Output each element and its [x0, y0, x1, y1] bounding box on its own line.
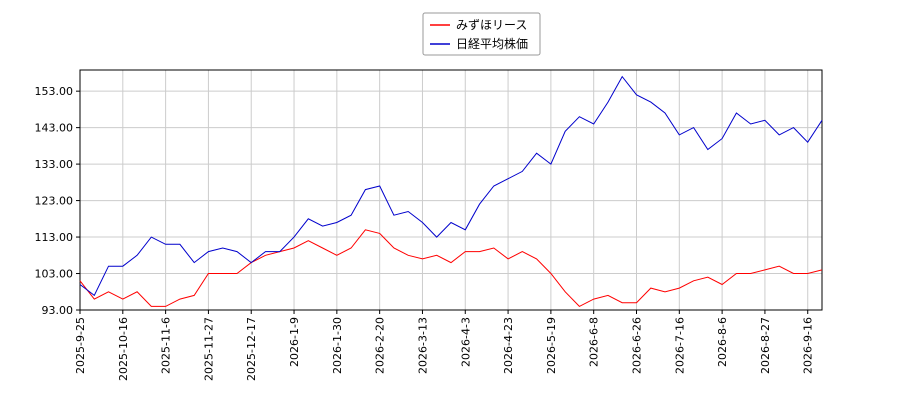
y-tick-label: 93.00 — [42, 304, 74, 317]
x-tick-label: 2026-9-16 — [802, 317, 815, 374]
x-tick-label: 2025-10-16 — [117, 317, 130, 381]
x-tick-label: 2026-8-27 — [759, 317, 772, 374]
plot-frame — [79, 69, 823, 311]
x-tick-label: 2026-6-26 — [631, 317, 644, 374]
legend-label: みずほリース — [456, 18, 527, 32]
y-tick-label: 153.00 — [35, 85, 74, 98]
legend-box — [422, 12, 541, 56]
x-tick-label: 2026-2-20 — [374, 317, 387, 374]
x-tick-label: 2025-9-25 — [74, 317, 87, 374]
x-tick-label: 2025-12-17 — [245, 317, 258, 381]
x-tick-label: 2026-1-9 — [288, 317, 301, 367]
x-tick-label: 2026-4-3 — [459, 317, 472, 367]
x-tick-label: 2026-1-30 — [331, 317, 344, 374]
x-tick-label: 2026-3-13 — [416, 317, 429, 374]
legend-label: 日経平均株価 — [456, 36, 528, 51]
y-tick-label: 143.00 — [35, 122, 74, 135]
y-tick-label: 113.00 — [35, 231, 74, 244]
x-tick-label: 2026-5-19 — [545, 317, 558, 374]
x-tick-label: 2025-11-27 — [202, 317, 215, 381]
series-line — [79, 75, 823, 297]
x-tick-label: 2026-4-23 — [502, 317, 515, 374]
x-tick-label: 2026-6-8 — [588, 317, 601, 367]
series-line — [79, 229, 823, 308]
y-tick-label: 133.00 — [35, 158, 74, 171]
y-tick-label: 103.00 — [35, 268, 74, 281]
x-tick-label: 2026-7-16 — [673, 317, 686, 374]
y-tick-label: 123.00 — [35, 195, 74, 208]
x-tick-label: 2026-8-6 — [716, 317, 729, 367]
x-tick-label: 2025-11-6 — [160, 317, 173, 374]
